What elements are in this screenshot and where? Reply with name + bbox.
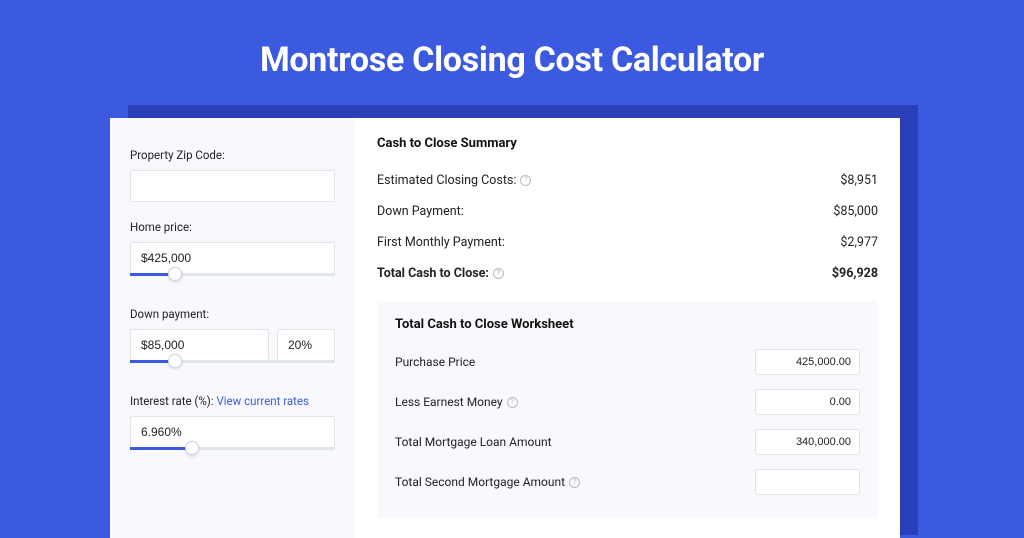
- worksheet-row-earnest-money: Less Earnest Money ?: [395, 382, 860, 422]
- worksheet-input-second-mortgage[interactable]: [755, 469, 860, 495]
- worksheet-row-purchase-price: Purchase Price: [395, 342, 860, 382]
- summary-value: $2,977: [840, 235, 878, 250]
- summary-label: Total Cash to Close:: [377, 266, 489, 281]
- help-icon[interactable]: ?: [569, 477, 580, 488]
- down-payment-label: Down payment:: [130, 307, 335, 321]
- zip-input[interactable]: [130, 170, 335, 202]
- help-icon[interactable]: ?: [520, 175, 531, 186]
- inputs-panel: Property Zip Code: Home price: Down paym…: [110, 118, 355, 538]
- down-payment-percent-input[interactable]: [277, 329, 335, 361]
- worksheet-label: Purchase Price: [395, 355, 475, 369]
- summary-value: $96,928: [832, 266, 878, 281]
- worksheet-label: Total Second Mortgage Amount: [395, 475, 565, 489]
- zip-group: Property Zip Code:: [130, 148, 335, 202]
- slider-thumb[interactable]: [168, 354, 182, 368]
- help-icon[interactable]: ?: [493, 268, 504, 279]
- home-price-slider[interactable]: [130, 273, 335, 289]
- down-payment-group: Down payment:: [130, 307, 335, 376]
- summary-label: Estimated Closing Costs:: [377, 173, 516, 188]
- interest-rate-label: Interest rate (%): View current rates: [130, 394, 335, 408]
- worksheet-label: Less Earnest Money: [395, 395, 503, 409]
- worksheet-row-loan-amount: Total Mortgage Loan Amount: [395, 422, 860, 462]
- interest-rate-label-text: Interest rate (%):: [130, 394, 214, 408]
- home-price-label: Home price:: [130, 220, 335, 234]
- view-rates-link[interactable]: View current rates: [216, 394, 309, 408]
- calculator-card: Property Zip Code: Home price: Down paym…: [110, 118, 900, 538]
- summary-row-total: Total Cash to Close: ? $96,928: [377, 258, 878, 289]
- home-price-input[interactable]: [130, 242, 335, 274]
- summary-title: Cash to Close Summary: [377, 136, 878, 151]
- interest-rate-group: Interest rate (%): View current rates: [130, 394, 335, 463]
- summary-label: Down Payment:: [377, 204, 464, 219]
- home-price-group: Home price:: [130, 220, 335, 289]
- worksheet-label: Total Mortgage Loan Amount: [395, 435, 552, 449]
- summary-value: $8,951: [840, 173, 878, 188]
- interest-rate-input[interactable]: [130, 416, 335, 448]
- summary-label: First Monthly Payment:: [377, 235, 505, 250]
- worksheet-input-purchase-price[interactable]: [755, 349, 860, 375]
- results-panel: Cash to Close Summary Estimated Closing …: [355, 118, 900, 538]
- slider-thumb[interactable]: [168, 267, 182, 281]
- down-payment-input[interactable]: [130, 329, 269, 361]
- zip-label: Property Zip Code:: [130, 148, 335, 162]
- slider-fill: [130, 447, 192, 450]
- worksheet-input-earnest-money[interactable]: [755, 389, 860, 415]
- summary-row-closing-costs: Estimated Closing Costs: ? $8,951: [377, 165, 878, 196]
- summary-value: $85,000: [833, 204, 878, 219]
- down-payment-slider[interactable]: [130, 360, 335, 376]
- worksheet-input-loan-amount[interactable]: [755, 429, 860, 455]
- page-title: Montrose Closing Cost Calculator: [0, 0, 1024, 80]
- interest-rate-slider[interactable]: [130, 447, 335, 463]
- worksheet-title: Total Cash to Close Worksheet: [395, 317, 860, 332]
- worksheet-section: Total Cash to Close Worksheet Purchase P…: [377, 301, 878, 518]
- slider-thumb[interactable]: [185, 441, 199, 455]
- worksheet-row-second-mortgage: Total Second Mortgage Amount ?: [395, 462, 860, 502]
- summary-row-first-payment: First Monthly Payment: $2,977: [377, 227, 878, 258]
- summary-row-down-payment: Down Payment: $85,000: [377, 196, 878, 227]
- help-icon[interactable]: ?: [507, 397, 518, 408]
